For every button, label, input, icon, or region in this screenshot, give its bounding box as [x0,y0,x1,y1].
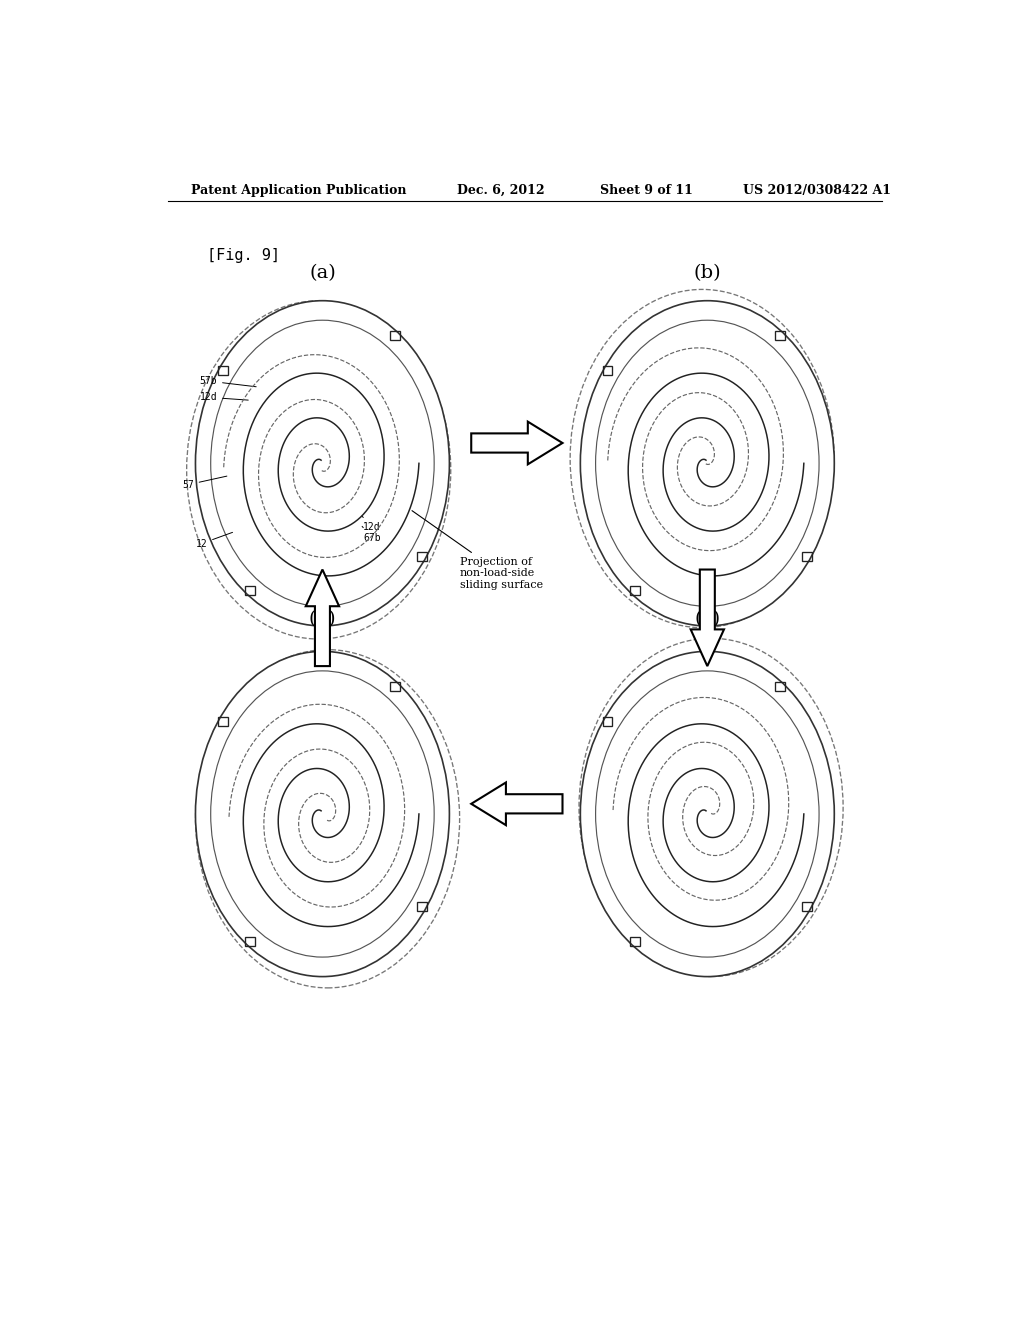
Bar [390,682,399,690]
Text: (c): (c) [694,610,721,628]
Polygon shape [471,783,562,825]
Bar [802,552,812,561]
Text: 57b: 57b [200,376,256,387]
Text: [Fig. 9]: [Fig. 9] [207,248,281,263]
Text: (b): (b) [693,264,721,282]
Text: Dec. 6, 2012: Dec. 6, 2012 [458,183,545,197]
Text: 57: 57 [182,477,227,490]
Text: (a): (a) [309,264,336,282]
Text: Projection of
non-load-side
sliding surface: Projection of non-load-side sliding surf… [412,511,543,590]
Ellipse shape [196,301,450,626]
Ellipse shape [581,301,835,626]
Bar [246,937,255,946]
Bar [630,586,640,595]
Bar [603,717,612,726]
Bar [218,366,227,375]
Bar [390,331,399,341]
Bar [775,682,784,690]
Text: 12: 12 [196,532,232,549]
Ellipse shape [196,651,450,977]
Bar [246,586,255,595]
Ellipse shape [581,651,835,977]
Bar [775,331,784,341]
Text: (d): (d) [308,610,336,628]
Text: 67b: 67b [362,527,381,543]
Bar [802,903,812,911]
Bar [418,552,427,561]
Text: US 2012/0308422 A1: US 2012/0308422 A1 [743,183,891,197]
Text: 12d: 12d [362,516,381,532]
Text: Patent Application Publication: Patent Application Publication [191,183,407,197]
Bar [218,717,227,726]
Text: Sheet 9 of 11: Sheet 9 of 11 [600,183,693,197]
Bar [603,366,612,375]
Polygon shape [306,569,339,667]
Polygon shape [690,569,724,667]
Text: 12d: 12d [200,392,248,403]
Polygon shape [471,421,562,465]
Bar [630,937,640,946]
Bar [418,902,427,911]
